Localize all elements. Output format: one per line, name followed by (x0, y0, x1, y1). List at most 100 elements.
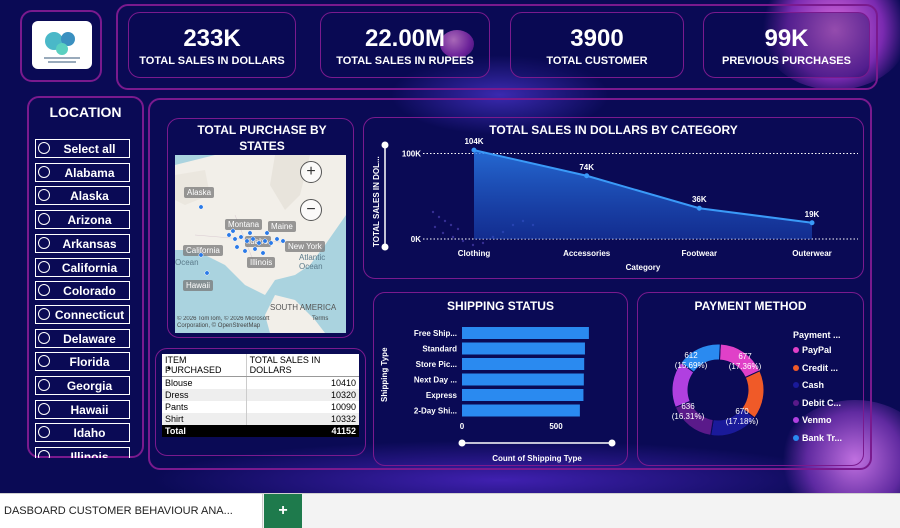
radio-circle-icon[interactable] (38, 189, 50, 202)
table-header-item[interactable]: ITEM PURCHASED ▲ (162, 354, 247, 377)
location-item[interactable]: Florida (35, 352, 130, 372)
payment-label-670: 670 (735, 407, 749, 416)
location-item-label: Alabama (64, 165, 115, 180)
legend-dot-icon (793, 417, 799, 423)
location-item[interactable]: Arkansas (35, 233, 130, 253)
radio-circle-icon[interactable] (38, 307, 50, 320)
location-item-label: California (61, 260, 118, 275)
radio-circle-icon[interactable] (38, 379, 50, 391)
payment-legend-item[interactable]: PayPal (793, 345, 832, 355)
area-y-slider-handle-bottom[interactable] (381, 243, 389, 251)
legend-dot-icon (793, 399, 799, 406)
location-item-label: Alaska (70, 189, 109, 204)
table-header-sales[interactable]: TOTAL SALES IN DOLLARS (246, 354, 359, 377)
shipping-bar[interactable] (462, 358, 585, 370)
area-point[interactable] (696, 205, 702, 211)
payment-legend-item[interactable]: Venmo (793, 415, 832, 425)
radio-circle-icon[interactable] (38, 402, 50, 415)
map-label-maine: Maine (268, 221, 296, 232)
add-sheet-button[interactable]: + (264, 494, 302, 528)
shipping-x-slider-handle-right[interactable] (608, 439, 616, 447)
location-title: LOCATION (49, 104, 122, 120)
shipping-bar[interactable] (462, 342, 585, 355)
shipping-x-slider-handle-left[interactable] (458, 439, 466, 447)
kpi-value: 233K (183, 25, 241, 52)
map-zoom-in-button[interactable]: + (300, 161, 322, 183)
radio-circle-icon[interactable] (38, 236, 50, 249)
kpi-container (116, 4, 878, 90)
shipping-bar[interactable] (462, 373, 584, 386)
payment-legend-item[interactable]: Debit C... (793, 398, 841, 408)
payment-legend-title: Payment ... (793, 330, 841, 340)
kpi-total-customer: 3900 TOTAL CUSTOMER (510, 12, 684, 78)
area-point[interactable] (471, 147, 477, 153)
location-item[interactable]: California (35, 257, 130, 277)
dashboard-canvas: 233K TOTAL SALES IN DOLLARS 22.00M TOTAL… (0, 0, 900, 493)
area-point[interactable] (584, 173, 590, 179)
payment-legend-item[interactable]: Credit ... (793, 363, 838, 373)
location-item[interactable]: Hawaii (35, 399, 130, 419)
map-view[interactable]: Alaska Montana Maine Idaho New York Cali… (175, 155, 346, 333)
kpi-previous-purchases: 99K PREVIOUS PURCHASES (703, 12, 870, 78)
row-item: Shirt (162, 413, 247, 425)
payment-slice[interactable] (680, 343, 721, 373)
shipping-bar[interactable] (462, 327, 589, 339)
map-label-montana: Montana (225, 219, 263, 230)
map-zoom-out-button[interactable]: − (300, 199, 322, 221)
shipping-category-label: Standard (422, 345, 457, 354)
header-text: TOTAL SALES IN DOLLARS (249, 355, 321, 375)
radio-circle-icon[interactable] (38, 213, 50, 226)
kpi-value: 3900 (570, 25, 624, 52)
area-data-label: 74K (579, 163, 594, 172)
payment-chart: 612 (15.69%) 677 (17.36%) 670 (17.18%) 6… (671, 343, 765, 437)
location-item[interactable]: Alabama (35, 162, 130, 182)
table-row[interactable]: Shirt 10332 (162, 413, 359, 425)
shipping-x-tick: 500 (549, 422, 563, 431)
location-item[interactable]: Delaware (35, 328, 130, 348)
payment-title: PAYMENT METHOD (694, 299, 807, 313)
table-row[interactable]: Pants 10090 (162, 401, 359, 413)
location-item[interactable]: Arizona (35, 210, 130, 230)
legend-label: Cash (802, 380, 825, 390)
table-row[interactable]: Blouse 10410 (162, 376, 359, 389)
radio-circle-icon[interactable] (38, 260, 50, 273)
shipping-category-label: Store Pic... (416, 360, 457, 369)
area-point[interactable] (809, 220, 815, 226)
map-credit: © 2026 TomTom, © 2026 Microsoft Corporat… (177, 316, 270, 329)
location-item[interactable]: Colorado (35, 281, 130, 301)
payment-legend-item[interactable]: Bank Tr... (793, 433, 842, 443)
location-item-label: Connecticut (54, 307, 125, 322)
shipping-category-label: 2-Day Shi... (414, 407, 457, 416)
shipping-category-label: Express (426, 391, 458, 400)
sheet-tab-dashboard[interactable]: DASBOARD CUSTOMER BEHAVIOUR ANA... (0, 494, 263, 528)
area-y-slider-handle-top[interactable] (381, 141, 389, 149)
location-item[interactable]: Alaska (35, 186, 130, 206)
radio-circle-icon[interactable] (38, 355, 50, 368)
radio-circle-icon[interactable] (38, 450, 50, 458)
shipping-bar[interactable] (462, 404, 580, 417)
radio-circle-icon[interactable] (38, 142, 50, 154)
shipping-bar[interactable] (462, 389, 584, 401)
location-item[interactable]: Idaho (35, 423, 130, 443)
radio-circle-icon[interactable] (38, 426, 50, 439)
payment-legend-item[interactable]: Cash (793, 380, 824, 390)
location-item[interactable]: Select all (35, 139, 130, 158)
map-label-new-york: New York (285, 241, 325, 252)
radio-circle-icon[interactable] (38, 165, 50, 178)
area-data-label: 36K (692, 195, 707, 204)
legend-dot-icon (793, 364, 799, 371)
location-item[interactable]: Connecticut (35, 304, 130, 324)
radio-circle-icon[interactable] (38, 284, 50, 297)
map-terms-link[interactable]: Terms (312, 316, 329, 322)
radio-circle-icon[interactable] (38, 331, 50, 344)
location-slicer-panel (27, 96, 144, 458)
area-fill (474, 150, 812, 239)
location-item-label: Hawaii (70, 402, 109, 417)
location-item[interactable]: Georgia (35, 376, 130, 395)
table-row[interactable]: Dress 10320 (162, 389, 359, 401)
main-container (148, 98, 872, 470)
location-item[interactable]: Illinois (35, 447, 130, 458)
map-ocean-left: Ocean (175, 258, 199, 267)
location-item-label: Colorado (63, 284, 116, 299)
table-header-row: ITEM PURCHASED ▲ TOTAL SALES IN DOLLARS (162, 354, 359, 377)
